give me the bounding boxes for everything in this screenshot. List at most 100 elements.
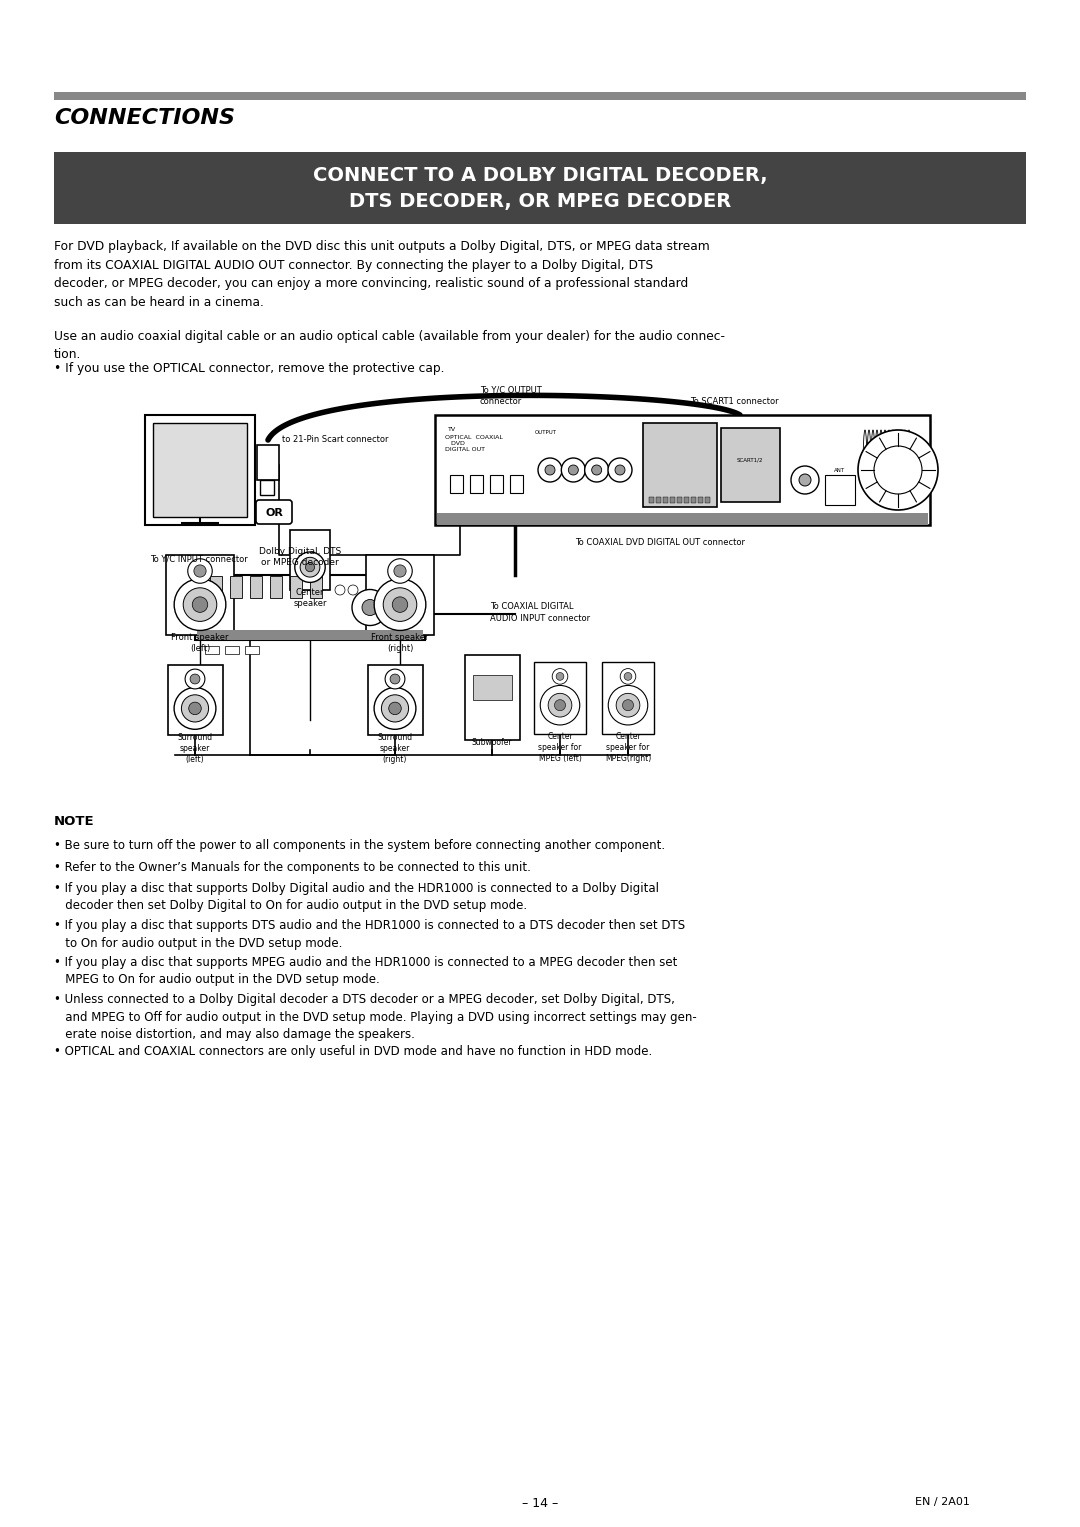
Text: To Y/C INPUT connector: To Y/C INPUT connector	[150, 554, 247, 563]
Circle shape	[556, 672, 564, 681]
Text: • If you use the OPTICAL connector, remove the protective cap.: • If you use the OPTICAL connector, remo…	[54, 362, 445, 376]
Bar	[825, 475, 855, 505]
Circle shape	[185, 669, 205, 689]
Text: OR: OR	[265, 508, 283, 518]
Bar	[210, 576, 222, 599]
FancyBboxPatch shape	[256, 499, 292, 524]
Text: To SCART1 connector: To SCART1 connector	[690, 397, 779, 406]
Text: • Refer to the Owner’s Manuals for the components to be connected to this unit.: • Refer to the Owner’s Manuals for the c…	[54, 861, 531, 873]
Bar	[195, 576, 426, 640]
Circle shape	[622, 699, 634, 710]
Circle shape	[858, 431, 939, 510]
Text: • Unless connected to a Dolby Digital decoder a DTS decoder or a MPEG decoder, s: • Unless connected to a Dolby Digital de…	[54, 993, 697, 1041]
Text: TV: TV	[448, 428, 456, 432]
Circle shape	[388, 559, 413, 583]
Bar	[691, 496, 696, 502]
Bar	[168, 664, 222, 734]
Bar	[310, 576, 322, 599]
Circle shape	[538, 458, 562, 483]
Circle shape	[568, 466, 578, 475]
Circle shape	[874, 446, 922, 495]
Text: • Be sure to turn off the power to all components in the system before connectin: • Be sure to turn off the power to all c…	[54, 838, 665, 852]
FancyBboxPatch shape	[643, 423, 717, 507]
Text: EN / 2A01: EN / 2A01	[915, 1496, 970, 1507]
Bar	[225, 646, 239, 654]
Circle shape	[306, 562, 314, 571]
Text: to 21-Pin Scart connector: to 21-Pin Scart connector	[282, 435, 389, 444]
Text: For DVD playback, If available on the DVD disc this unit outputs a Dolby Digital: For DVD playback, If available on the DV…	[54, 240, 710, 308]
Circle shape	[381, 695, 408, 722]
Circle shape	[620, 669, 636, 684]
Circle shape	[383, 588, 417, 621]
Bar	[166, 554, 234, 635]
Text: • If you play a disc that supports DTS audio and the HDR1000 is connected to a D: • If you play a disc that supports DTS a…	[54, 919, 685, 950]
Circle shape	[617, 693, 639, 718]
Bar	[270, 576, 282, 599]
Circle shape	[192, 597, 207, 612]
Circle shape	[390, 673, 400, 684]
Circle shape	[608, 686, 648, 725]
Circle shape	[624, 672, 632, 681]
Circle shape	[552, 669, 568, 684]
Bar	[465, 655, 519, 741]
Text: • If you play a disc that supports MPEG audio and the HDR1000 is connected to a : • If you play a disc that supports MPEG …	[54, 956, 677, 986]
Bar	[602, 663, 654, 734]
Circle shape	[584, 458, 609, 483]
Bar	[490, 475, 503, 493]
Circle shape	[174, 687, 216, 730]
Bar	[205, 646, 219, 654]
Bar	[663, 496, 669, 502]
Bar	[473, 675, 512, 699]
Bar	[145, 415, 255, 525]
Bar	[230, 576, 242, 599]
Circle shape	[799, 473, 811, 486]
Bar	[366, 554, 434, 635]
Circle shape	[386, 669, 405, 689]
Text: Use an audio coaxial digital cable or an audio optical cable (available from you: Use an audio coaxial digital cable or an…	[54, 330, 725, 362]
Bar	[245, 646, 259, 654]
Bar	[670, 496, 675, 502]
Text: To Y/C OUTPUT
connector: To Y/C OUTPUT connector	[480, 386, 542, 406]
Bar	[470, 475, 483, 493]
Circle shape	[540, 686, 580, 725]
Circle shape	[352, 589, 388, 626]
Text: CONNECT TO A DOLBY DIGITAL DECODER,: CONNECT TO A DOLBY DIGITAL DECODER,	[313, 166, 767, 185]
Text: Dolby Digital, DTS
or MPEG decoder: Dolby Digital, DTS or MPEG decoder	[259, 547, 341, 567]
Circle shape	[194, 565, 206, 577]
Circle shape	[184, 588, 217, 621]
Text: Center
speaker for
MPEG(right): Center speaker for MPEG(right)	[605, 731, 651, 764]
Bar	[257, 444, 279, 479]
Circle shape	[188, 559, 213, 583]
Circle shape	[181, 695, 208, 722]
Bar	[54, 92, 1026, 99]
Circle shape	[608, 458, 632, 483]
FancyBboxPatch shape	[721, 428, 780, 502]
Circle shape	[189, 702, 201, 715]
Circle shape	[362, 600, 378, 615]
Bar	[54, 153, 1026, 224]
Text: OPTICAL  COAXIAL
   DVD
DIGITAL OUT: OPTICAL COAXIAL DVD DIGITAL OUT	[445, 435, 503, 452]
Text: To COAXIAL DVD DIGITAL OUT connector: To COAXIAL DVD DIGITAL OUT connector	[575, 538, 745, 547]
Bar	[249, 576, 262, 599]
Text: Front speaker
(left): Front speaker (left)	[172, 634, 229, 654]
Circle shape	[549, 693, 571, 718]
Circle shape	[392, 597, 408, 612]
Text: Center
speaker for
MPEG (left): Center speaker for MPEG (left)	[538, 731, 582, 764]
Circle shape	[615, 466, 625, 475]
Circle shape	[374, 687, 416, 730]
Circle shape	[562, 458, 585, 483]
Circle shape	[554, 699, 566, 710]
Circle shape	[295, 551, 325, 582]
Bar	[656, 496, 661, 502]
Circle shape	[394, 565, 406, 577]
Text: – 14 –: – 14 –	[522, 1496, 558, 1510]
Bar	[705, 496, 710, 502]
Circle shape	[174, 579, 226, 631]
Bar	[649, 496, 654, 502]
Circle shape	[190, 673, 200, 684]
Bar	[437, 513, 928, 525]
Text: Surround
speaker
(left): Surround speaker (left)	[177, 733, 213, 764]
Text: Subwoofer: Subwoofer	[472, 738, 512, 747]
Circle shape	[592, 466, 602, 475]
Text: Front speaker
(right): Front speaker (right)	[372, 634, 429, 654]
